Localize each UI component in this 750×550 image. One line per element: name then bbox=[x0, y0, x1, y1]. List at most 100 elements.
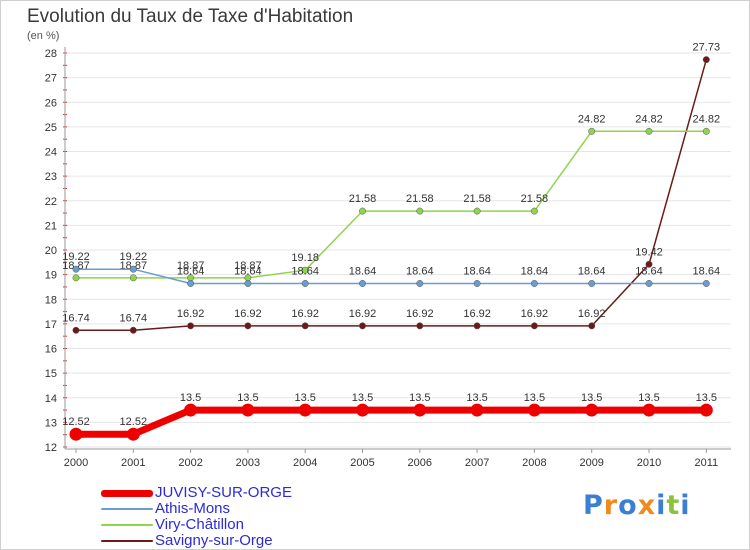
data-point-Savigny-sur-Orge-2000 bbox=[72, 326, 80, 334]
series-line-Athis-Mons bbox=[75, 268, 708, 285]
data-point-JUVISY-SUR-ORGE-2006 bbox=[413, 403, 427, 417]
data-point-Savigny-sur-Orge-2001 bbox=[129, 326, 137, 334]
data-point-Athis-Mons-2007 bbox=[473, 280, 481, 287]
legend-label: Athis-Mons bbox=[155, 500, 231, 517]
series-line-Savigny-sur-Orge bbox=[75, 58, 708, 332]
x-tick-label-2009: 2009 bbox=[579, 457, 603, 469]
series-line-Viry-Châtillon bbox=[75, 130, 708, 279]
data-point-Savigny-sur-Orge-2003 bbox=[244, 322, 252, 330]
y-tick-label-26: 26 bbox=[45, 97, 57, 109]
y-tick-label-21: 21 bbox=[45, 220, 57, 232]
data-point-Viry-Châtillon-2006 bbox=[416, 207, 424, 215]
data-point-Athis-Mons-2001 bbox=[129, 265, 137, 273]
chart-title: Evolution du Taux de Taxe d'Habitation bbox=[27, 6, 354, 27]
data-point-JUVISY-SUR-ORGE-2005 bbox=[356, 403, 369, 417]
data-label-Athis-Mons-2003: 18.64 bbox=[234, 265, 262, 277]
data-label-Savigny-sur-Orge-2011: 27.73 bbox=[693, 42, 721, 54]
data-label-Viry-Châtillon-2010: 24.82 bbox=[635, 113, 663, 125]
data-label-JUVISY-SUR-ORGE-2003: 13.5 bbox=[237, 392, 258, 404]
data-point-JUVISY-SUR-ORGE-2003 bbox=[241, 403, 255, 417]
y-tick-label-28: 28 bbox=[45, 48, 57, 60]
data-point-Savigny-sur-Orge-2009 bbox=[588, 322, 596, 330]
y-tick-label-15: 15 bbox=[45, 368, 57, 380]
data-point-Savigny-sur-Orge-2011 bbox=[702, 56, 710, 64]
data-label-JUVISY-SUR-ORGE-2010: 13.5 bbox=[638, 392, 659, 404]
legend-swatch bbox=[101, 540, 153, 542]
data-point-Athis-Mons-2009 bbox=[588, 280, 596, 287]
data-label-Viry-Châtillon-2008: 21.58 bbox=[521, 193, 549, 205]
data-label-JUVISY-SUR-ORGE-2011: 13.5 bbox=[696, 392, 717, 404]
data-label-Viry-Châtillon-2009: 24.82 bbox=[578, 113, 606, 125]
data-point-Athis-Mons-2011 bbox=[702, 280, 710, 287]
data-point-Viry-Châtillon-2005 bbox=[359, 207, 366, 215]
legend-label: Savigny-sur-Orge bbox=[155, 532, 273, 549]
legend-swatch bbox=[101, 524, 153, 526]
x-tick-label-2000: 2000 bbox=[64, 457, 88, 469]
data-point-Athis-Mons-2006 bbox=[416, 280, 424, 287]
y-tick-label-12: 12 bbox=[45, 442, 57, 454]
data-point-Viry-Châtillon-2010 bbox=[645, 127, 653, 135]
proxiti-logo: Proxiti bbox=[583, 490, 691, 521]
legend-label: JUVISY-SUR-ORGE bbox=[155, 484, 292, 501]
data-point-Athis-Mons-2003 bbox=[244, 280, 252, 287]
logo-letter: P bbox=[583, 490, 604, 521]
data-point-Athis-Mons-2008 bbox=[530, 280, 538, 287]
data-label-Viry-Châtillon-2007: 21.58 bbox=[463, 193, 491, 205]
data-label-Savigny-sur-Orge-2005: 16.92 bbox=[349, 308, 377, 320]
data-point-JUVISY-SUR-ORGE-2009 bbox=[585, 403, 599, 417]
x-tick-label-2003: 2003 bbox=[236, 457, 260, 469]
data-label-Savigny-sur-Orge-2000: 16.74 bbox=[62, 312, 90, 324]
logo-letter: t bbox=[666, 490, 681, 521]
legend-swatch bbox=[101, 490, 153, 497]
data-point-Savigny-sur-Orge-2007 bbox=[473, 322, 481, 330]
data-point-Savigny-sur-Orge-2010 bbox=[645, 260, 653, 268]
data-point-Savigny-sur-Orge-2006 bbox=[416, 322, 424, 330]
logo-letter: i bbox=[656, 490, 667, 521]
data-label-Viry-Châtillon-2005: 21.58 bbox=[349, 193, 377, 205]
data-point-JUVISY-SUR-ORGE-2004 bbox=[298, 403, 312, 417]
data-label-Savigny-sur-Orge-2002: 16.92 bbox=[177, 308, 205, 320]
data-point-Viry-Châtillon-2009 bbox=[588, 127, 596, 135]
legend-swatch bbox=[101, 508, 153, 510]
x-tick-label-2007: 2007 bbox=[465, 457, 489, 469]
data-label-JUVISY-SUR-ORGE-2001: 12.52 bbox=[120, 416, 148, 428]
data-label-Athis-Mons-2010: 18.64 bbox=[635, 265, 663, 277]
data-label-Savigny-sur-Orge-2008: 16.92 bbox=[521, 308, 549, 320]
data-label-JUVISY-SUR-ORGE-2008: 13.5 bbox=[524, 392, 545, 404]
logo-letter: x bbox=[637, 490, 657, 521]
y-tick-label-16: 16 bbox=[45, 344, 57, 356]
x-tick-label-2001: 2001 bbox=[121, 457, 145, 469]
data-point-JUVISY-SUR-ORGE-2007 bbox=[470, 403, 484, 417]
data-label-JUVISY-SUR-ORGE-2006: 13.5 bbox=[409, 392, 430, 404]
data-point-Athis-Mons-2002 bbox=[187, 280, 195, 287]
y-tick-label-23: 23 bbox=[45, 171, 57, 183]
data-label-Athis-Mons-2011: 18.64 bbox=[693, 265, 721, 277]
data-label-Viry-Châtillon-2004: 19.18 bbox=[291, 252, 319, 264]
data-label-Athis-Mons-2004: 18.64 bbox=[291, 265, 319, 277]
data-point-Savigny-sur-Orge-2008 bbox=[530, 322, 538, 330]
data-label-Athis-Mons-2007: 18.64 bbox=[463, 265, 491, 277]
data-point-Viry-Châtillon-2000 bbox=[72, 274, 80, 282]
x-tick-label-2011: 2011 bbox=[694, 457, 718, 469]
data-label-Viry-Châtillon-2003: 18.87 bbox=[234, 260, 262, 272]
legend-label: Viry-Châtillon bbox=[155, 516, 244, 533]
logo-letter: o bbox=[618, 490, 638, 521]
data-label-Savigny-sur-Orge-2009: 16.92 bbox=[578, 308, 606, 320]
data-label-JUVISY-SUR-ORGE-2005: 13.5 bbox=[352, 392, 373, 404]
data-label-Athis-Mons-2000: 19.22 bbox=[62, 251, 90, 263]
data-label-JUVISY-SUR-ORGE-2004: 13.5 bbox=[294, 392, 315, 404]
logo-letter: r bbox=[603, 490, 619, 521]
logo-letter: i bbox=[680, 490, 691, 521]
x-tick-label-2004: 2004 bbox=[293, 457, 317, 469]
data-point-JUVISY-SUR-ORGE-2008 bbox=[527, 403, 541, 417]
data-point-Athis-Mons-2000 bbox=[72, 265, 80, 273]
data-point-Savigny-sur-Orge-2005 bbox=[359, 322, 366, 330]
x-tick-label-2002: 2002 bbox=[178, 457, 202, 469]
data-point-JUVISY-SUR-ORGE-2001 bbox=[126, 427, 140, 441]
x-tick-label-2005: 2005 bbox=[350, 457, 374, 469]
y-tick-label-17: 17 bbox=[45, 319, 57, 331]
y-tick-label-20: 20 bbox=[45, 245, 57, 257]
data-label-Athis-Mons-2006: 18.64 bbox=[406, 265, 434, 277]
data-label-Athis-Mons-2001: 19.22 bbox=[120, 251, 148, 263]
